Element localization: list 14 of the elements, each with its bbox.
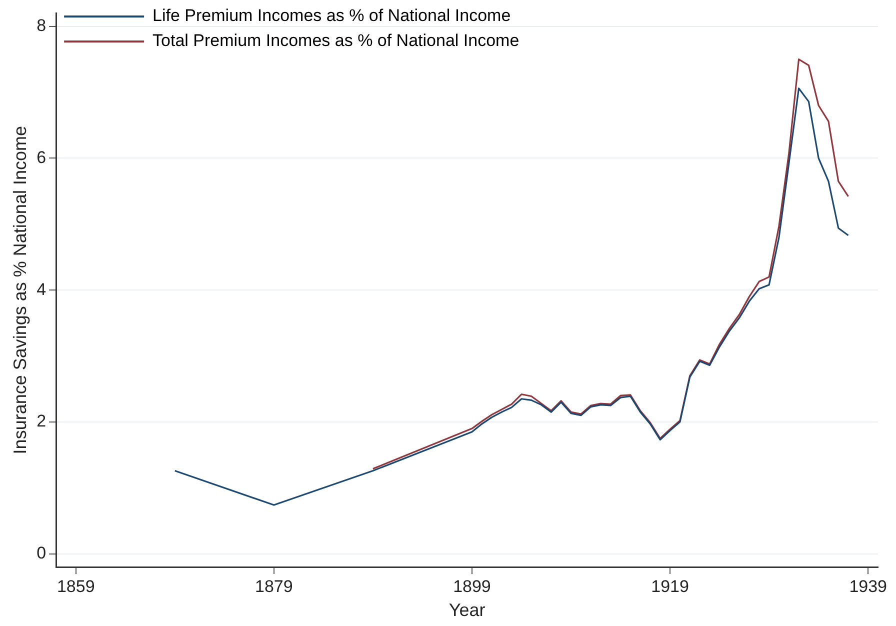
- y-tick-label: 8: [36, 16, 46, 36]
- x-tick-label: 1859: [56, 576, 95, 596]
- y-tick-label: 6: [36, 148, 46, 167]
- y-tick-label: 0: [36, 544, 46, 562]
- x-tick-label: 1879: [255, 576, 293, 596]
- x-tick-label: 1939: [849, 576, 888, 596]
- x-axis-title: Year: [448, 600, 486, 620]
- x-tick-label: 1919: [651, 576, 689, 596]
- y-tick-label: 2: [36, 412, 46, 431]
- y-tick-label: 4: [36, 280, 46, 299]
- y-axis-title: Insurance Savings as % National Income: [10, 126, 30, 454]
- legend-label: Life Premium Incomes as % of National Income: [152, 6, 511, 26]
- legend-label: Total Premium Incomes as % of National Income: [152, 31, 520, 50]
- x-tick-label: 1899: [453, 576, 491, 596]
